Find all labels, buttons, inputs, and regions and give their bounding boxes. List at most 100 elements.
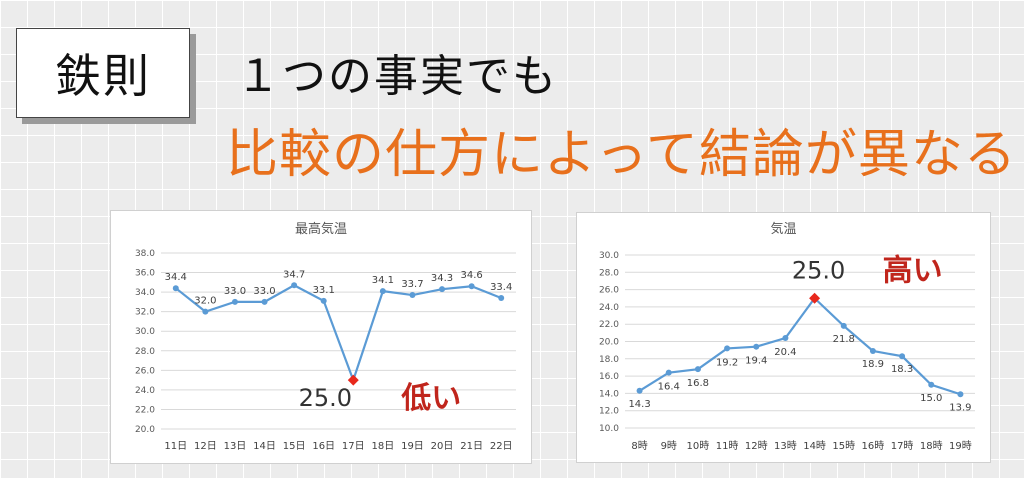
y-tick-label: 20.0 — [135, 425, 155, 435]
data-point — [957, 391, 964, 398]
x-tick-label: 18日 — [372, 441, 395, 452]
data-label: 34.7 — [283, 269, 305, 280]
chart-temperature: 気温 30.0 28.0 26.0 24.0 22.0 20.0 18.0 16.0 14.0 12… — [576, 212, 991, 463]
x-tick-label: 16日 — [312, 441, 335, 452]
x-tick-label: 19時 — [949, 440, 972, 452]
y-tick-label: 32.0 — [135, 308, 155, 318]
x-tick-label: 8時 — [631, 440, 647, 452]
chart-temperature-svg: 気温 30.0 28.0 26.0 24.0 22.0 20.0 18.0 16.0 14.0 12… — [599, 221, 975, 452]
data-label: 19.4 — [745, 356, 767, 367]
y-tick-label: 24.0 — [135, 386, 155, 396]
y-tick-label: 26.0 — [135, 366, 155, 376]
y-tick-label: 30.0 — [599, 251, 619, 261]
y-tick-label: 34.0 — [135, 288, 155, 298]
x-tick-label: 15時 — [832, 440, 855, 452]
x-tick-label: 20日 — [431, 441, 454, 452]
data-point — [928, 381, 935, 388]
x-tick-label: 21日 — [460, 441, 483, 452]
highlight-value-label: 25.0 — [299, 384, 352, 412]
data-label: 16.8 — [687, 378, 709, 389]
data-point — [899, 353, 906, 360]
data-label: 33.1 — [313, 285, 335, 296]
y-tick-label: 38.0 — [135, 249, 155, 259]
y-tick-label: 12.0 — [599, 407, 619, 417]
data-point — [409, 292, 416, 299]
data-point — [291, 282, 298, 289]
data-point — [694, 366, 701, 373]
data-label: 33.7 — [401, 279, 423, 290]
data-label: 34.4 — [165, 272, 187, 283]
data-point — [202, 308, 209, 315]
data-point — [498, 294, 505, 301]
data-point — [665, 369, 672, 376]
data-label: 33.0 — [224, 286, 246, 297]
chart-max-temperature-svg: 最高気温 38.0 36.0 34.0 32.0 30.0 28.0 26.0 24.0 22.0… — [135, 221, 516, 452]
data-point — [724, 345, 731, 352]
highlight-value-label: 25.0 — [792, 256, 845, 284]
data-label: 19.2 — [716, 357, 738, 368]
chart-title: 気温 — [770, 221, 796, 237]
rule-label-box: 鉄則 — [16, 28, 190, 118]
data-label: 18.9 — [862, 359, 884, 370]
data-label: 14.3 — [628, 399, 650, 410]
chart-title: 最高気温 — [295, 221, 347, 237]
x-tick-label: 9時 — [661, 440, 677, 452]
y-tick-label: 20.0 — [599, 338, 619, 348]
highlight-callout: 低い — [400, 381, 461, 416]
y-tick-label: 10.0 — [599, 424, 619, 434]
x-tick-label: 17日 — [342, 441, 365, 452]
x-tick-label: 15日 — [283, 441, 306, 452]
x-tick-label: 18時 — [920, 440, 943, 452]
x-tick-label: 12時 — [745, 440, 768, 452]
data-point — [379, 288, 386, 295]
y-tick-label: 22.0 — [599, 320, 619, 330]
data-label: 20.4 — [774, 347, 796, 358]
x-tick-label: 16時 — [862, 440, 885, 452]
highlight-point — [347, 374, 359, 386]
data-label: 33.0 — [253, 286, 275, 297]
y-tick-label: 30.0 — [135, 327, 155, 337]
x-tick-label: 13日 — [224, 441, 247, 452]
highlight-point — [809, 292, 821, 304]
headline-conclusion: 比較の仕方によって結論が異なる — [226, 125, 1017, 185]
rule-label: 鉄則 — [55, 49, 151, 103]
series-line — [639, 296, 961, 396]
data-point — [231, 298, 238, 305]
data-label: 21.8 — [833, 334, 855, 345]
data-label: 16.4 — [658, 382, 680, 393]
x-tick-label: 14時 — [803, 440, 826, 452]
y-tick-label: 36.0 — [135, 269, 155, 279]
data-point — [320, 297, 327, 304]
data-point — [869, 348, 876, 355]
y-tick-label: 14.0 — [599, 389, 619, 399]
data-point — [261, 298, 268, 305]
data-point — [636, 387, 643, 394]
x-tick-label: 17時 — [891, 440, 914, 452]
x-tick-label: 13時 — [774, 440, 797, 452]
data-label: 13.9 — [949, 402, 971, 413]
data-label: 34.1 — [372, 275, 394, 286]
data-point — [782, 335, 789, 342]
chart-max-temperature: 最高気温 38.0 36.0 34.0 32.0 30.0 28.0 26.0 24.0 22.0… — [110, 210, 532, 464]
data-label: 34.6 — [460, 270, 482, 281]
x-tick-label: 11時 — [716, 440, 739, 452]
y-tick-label: 24.0 — [599, 303, 619, 313]
y-tick-label: 28.0 — [135, 347, 155, 357]
data-label: 32.0 — [194, 296, 216, 307]
data-point — [172, 285, 179, 292]
data-point — [753, 343, 760, 350]
x-tick-label: 10時 — [687, 440, 710, 452]
x-tick-label: 19日 — [401, 441, 424, 452]
y-tick-label: 16.0 — [599, 372, 619, 382]
y-tick-label: 18.0 — [599, 355, 619, 365]
y-tick-label: 26.0 — [599, 286, 619, 296]
data-point — [468, 283, 475, 290]
x-tick-label: 14日 — [253, 441, 276, 452]
x-tick-label: 11日 — [164, 441, 187, 452]
data-label: 15.0 — [920, 393, 942, 404]
headline-fact: １つの事実でも — [236, 51, 558, 102]
x-tick-label: 12日 — [194, 441, 217, 452]
y-tick-label: 28.0 — [599, 268, 619, 278]
data-label: 18.3 — [891, 364, 913, 375]
x-tick-label: 22日 — [490, 441, 513, 452]
